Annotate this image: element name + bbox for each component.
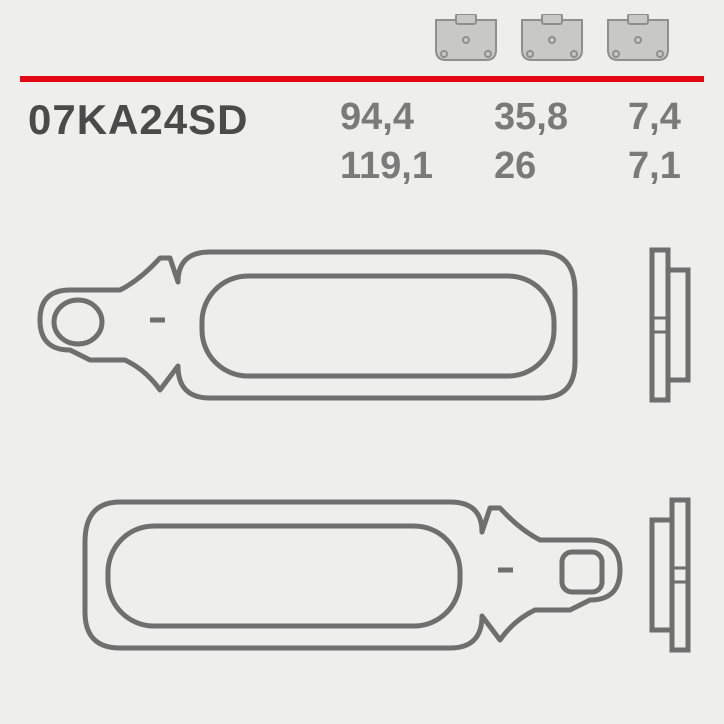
pad-silhouette-icon: [516, 14, 588, 66]
dimensions-block: 94,4 35,8 7,4 119,1 26 7,1: [340, 96, 698, 188]
pad-silhouette-icon: [430, 14, 502, 66]
dimension-row: 119,1 26 7,1: [340, 145, 698, 188]
pad-bottom-side-view: [652, 500, 688, 650]
dimension-row: 94,4 35,8 7,4: [340, 96, 698, 139]
dim-length: 119,1: [340, 145, 450, 188]
icon-row: [430, 14, 674, 66]
page: 07KA24SD 94,4 35,8 7,4 119,1 26 7,1: [0, 0, 724, 724]
dim-length: 94,4: [340, 96, 450, 139]
dim-height: 26: [494, 145, 584, 188]
dim-height: 35,8: [494, 96, 584, 139]
dim-thickness: 7,1: [628, 145, 698, 188]
pad-silhouette-icon: [602, 14, 674, 66]
accent-divider: [20, 76, 704, 82]
technical-drawing: [0, 210, 724, 710]
pad-bottom-view: [85, 502, 620, 648]
pad-top-view: [40, 252, 575, 398]
part-number: 07KA24SD: [28, 96, 340, 188]
header: [0, 14, 724, 74]
dim-thickness: 7,4: [628, 96, 698, 139]
spec-row: 07KA24SD 94,4 35,8 7,4 119,1 26 7,1: [28, 96, 698, 188]
pad-top-side-view: [652, 250, 688, 400]
